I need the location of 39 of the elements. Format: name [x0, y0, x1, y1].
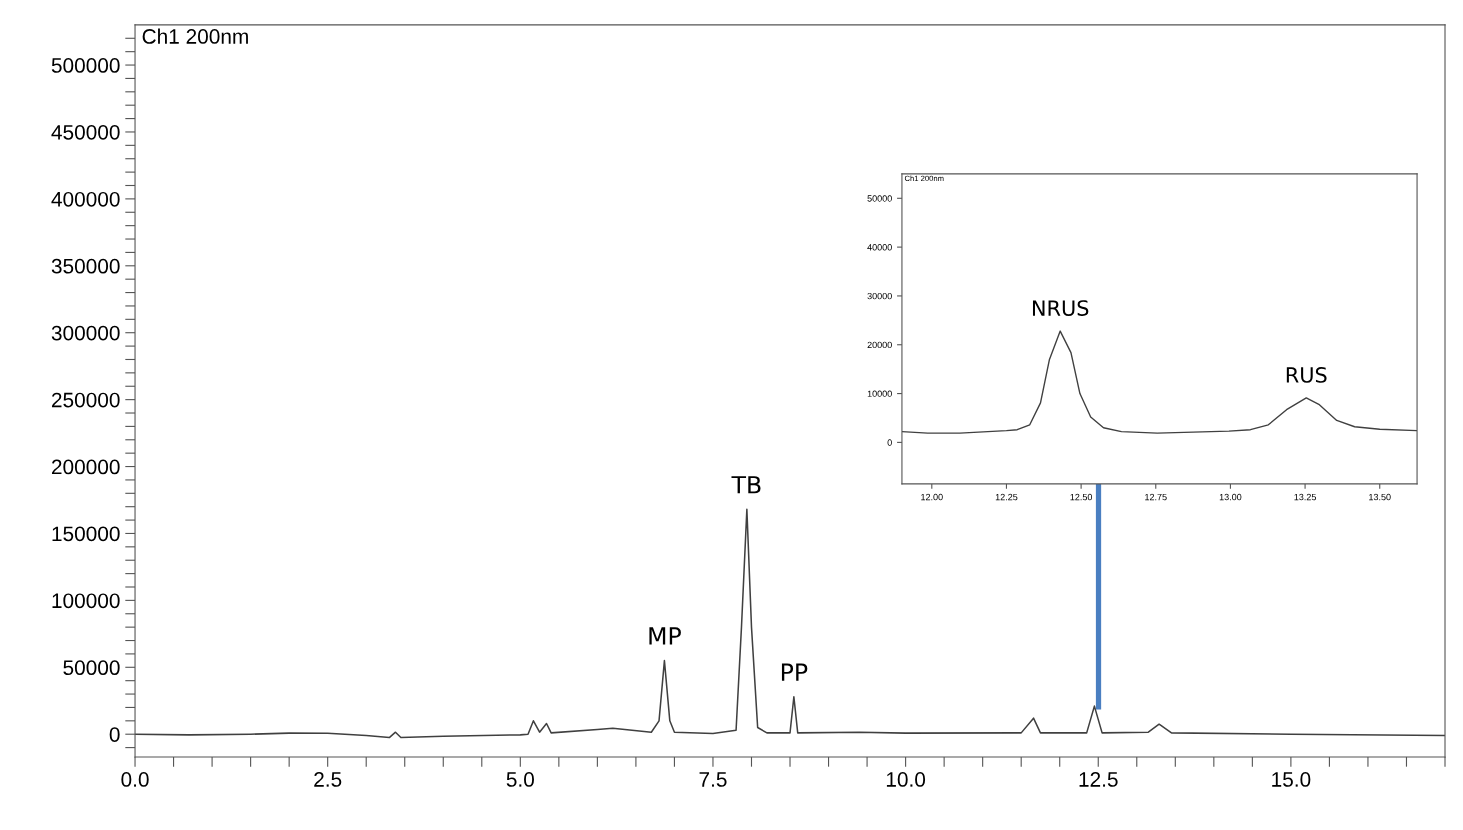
x-tick-label: 15.0 [1272, 772, 1311, 787]
y-tick-label: 0 [887, 439, 892, 446]
x-tick-label: 12.25 [995, 493, 1018, 501]
y-tick-label: 20000 [867, 341, 892, 349]
y-tick-label: 0 [109, 727, 120, 742]
y-tick-label: 250000 [51, 392, 120, 408]
y-tick-label: 500000 [51, 58, 120, 73]
x-tick-label: 13.00 [1219, 493, 1242, 501]
y-tick-label: 30000 [867, 292, 892, 300]
annotation: TB [731, 476, 761, 494]
x-tick-label: 12.75 [1145, 493, 1167, 501]
x-tick-label: 12.5 [1079, 772, 1118, 787]
line-series [901, 330, 1418, 434]
x-tick-label: 2.5 [314, 772, 342, 787]
x-tick-label: 12.50 [1070, 493, 1093, 501]
x-tick-label: 13.25 [1294, 493, 1316, 501]
annotation: NRUS [1032, 300, 1089, 316]
y-tick-label: 400000 [51, 191, 120, 207]
y-tick-label: 10000 [867, 390, 892, 397]
y-tick-label: 50000 [867, 195, 892, 202]
y-tick-label: 150000 [52, 526, 120, 542]
annotation: PP [781, 663, 808, 681]
annotation: Ch1 200nm [142, 28, 248, 44]
x-tick-label: 0.0 [121, 772, 149, 787]
x-tick-label: 7.5 [699, 772, 727, 787]
y-tick-label: 100000 [52, 593, 120, 609]
y-tick-label: 350000 [51, 258, 120, 274]
y-tick-label: 40000 [867, 244, 892, 251]
line-series [135, 508, 1446, 739]
y-tick-label: 50000 [63, 660, 120, 676]
x-tick-label: 10.0 [886, 772, 926, 787]
y-tick-label: 300000 [51, 325, 120, 341]
annotation: MP [649, 627, 681, 645]
x-tick-label: 5.0 [506, 772, 534, 787]
x-tick-label: 12.00 [921, 493, 943, 501]
annotation: RUS [1286, 367, 1327, 383]
y-tick-label: 450000 [51, 124, 120, 140]
x-tick-label: 13.50 [1369, 493, 1391, 501]
y-tick-label: 200000 [51, 459, 120, 475]
